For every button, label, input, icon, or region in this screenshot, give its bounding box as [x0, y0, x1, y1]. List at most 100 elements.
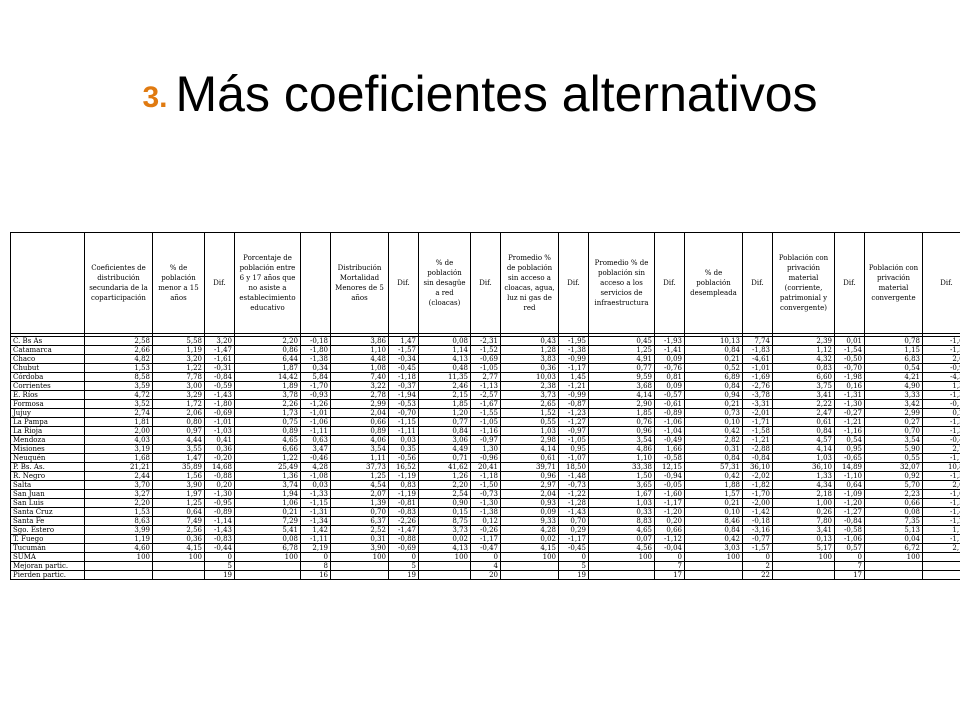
table-cell: -2,76	[742, 381, 773, 391]
table-cell: 3,86	[330, 336, 389, 346]
table-cell: -1,15	[388, 417, 419, 427]
table-cell: 0,70	[864, 426, 923, 436]
table-cell: 0	[834, 552, 865, 562]
table-cell: 1,66	[654, 444, 685, 454]
table-cell: 0,70	[558, 516, 589, 526]
table-cell: 3,00	[152, 381, 205, 391]
table-cell: 7,74	[742, 336, 773, 346]
table-cell: 0,35	[388, 444, 419, 454]
table-cell: 6,83	[864, 354, 923, 364]
table-cell: 0,54	[864, 363, 923, 373]
table-cell: -4,61	[742, 354, 773, 364]
table-cell: 1,11	[330, 453, 389, 463]
table-cell: 4,57	[772, 435, 835, 445]
table-cell: 6,66	[234, 444, 301, 454]
table-cell: -1,69	[742, 372, 773, 382]
table-cell: 0,21	[684, 498, 743, 508]
row-label: Jujuy	[10, 408, 85, 418]
table-cell: 0,42	[684, 471, 743, 481]
table-cell: 4,65	[234, 435, 301, 445]
row-label: C. Bs As	[10, 336, 85, 346]
table-cell: -0,46	[300, 453, 331, 463]
table-cell: 0,09	[654, 381, 685, 391]
column-header: Coeficientes de distribución secundaria …	[84, 232, 153, 334]
table-cell: 37,73	[330, 462, 389, 472]
table-cell: 8,83	[588, 516, 655, 526]
table-cell: 1,81	[84, 417, 153, 427]
table-cell: -1,01	[204, 417, 235, 427]
table-cell: 3,20	[152, 354, 205, 364]
table-cell: -0,31	[204, 363, 235, 373]
table-cell: 3,54	[588, 435, 655, 445]
table-cell: 1,15	[864, 345, 923, 355]
table-cell: 0,73	[684, 408, 743, 418]
table-cell: 3,54	[330, 444, 389, 454]
table-cell: 3,54	[864, 435, 923, 445]
table-cell: 1,68	[84, 453, 153, 463]
table-cell: 4,32	[772, 354, 835, 364]
table-cell: -1,43	[204, 525, 235, 535]
table-cell: 2,20	[84, 498, 153, 508]
table-cell: 1,94	[234, 489, 301, 499]
table-cell: -3,78	[742, 390, 773, 400]
table-row: La Pampa 1,81 0,80 -1,01 0,75 -1,06 0,66 -1,15 0…	[10, 417, 960, 427]
table-cell: 0,07	[588, 534, 655, 544]
table-cell: 33,38	[588, 462, 655, 472]
table-cell: 0,25	[922, 408, 960, 418]
table-cell: -1,43	[558, 507, 589, 517]
table-cell: 0,04	[864, 534, 923, 544]
table-cell: -1,38	[470, 507, 501, 517]
table-cell: 4,15	[500, 543, 559, 553]
slide-title: 3. Más coeficientes alternativos	[0, 62, 960, 130]
table-cell: 1,85	[588, 408, 655, 418]
table-cell: 22	[742, 570, 773, 580]
row-label: Chubut	[10, 363, 85, 373]
row-label: Catamarca	[10, 345, 85, 355]
table-cell: 2,99	[864, 408, 923, 418]
table-cell: -0,97	[470, 435, 501, 445]
table-cell: 0,36	[152, 534, 205, 544]
table-cell: -2,00	[742, 498, 773, 508]
column-header: Promedio % de población sin acceso a los…	[588, 232, 655, 334]
table-cell: 1,26	[418, 471, 471, 481]
table-cell: 3,33	[864, 390, 923, 400]
table-cell: 4,28	[300, 462, 331, 472]
table-cell: 0,55	[864, 453, 923, 463]
table-cell: 4,14	[588, 390, 655, 400]
table-cell: 10,13	[684, 336, 743, 346]
table-cell: -0,45	[388, 363, 419, 373]
table-cell: 0	[654, 552, 685, 562]
table-cell: 7	[654, 561, 685, 571]
table-cell: 2,74	[84, 408, 153, 418]
table-cell: -4,37	[922, 372, 960, 382]
table-cell: 3,55	[152, 444, 205, 454]
table-cell: -1,04	[654, 426, 685, 436]
table-cell	[418, 561, 471, 571]
table-cell: -1,12	[654, 534, 685, 544]
table-cell: -1,13	[922, 453, 960, 463]
table-cell: 3,70	[84, 480, 153, 490]
table-cell: 19	[558, 570, 589, 580]
table-cell	[84, 561, 153, 571]
table-cell: 2,19	[300, 543, 331, 553]
table-cell: 0,08	[234, 534, 301, 544]
table-cell: 2,38	[500, 381, 559, 391]
table-cell: -1,30	[470, 498, 501, 508]
table-cell: -1,48	[558, 471, 589, 481]
table-cell	[152, 570, 205, 580]
table-cell: -1,07	[558, 453, 589, 463]
table-cell: 3,83	[500, 354, 559, 364]
table-cell: 0,21	[234, 507, 301, 517]
table-row: San Luis 2,20 1,25 -0,95 1,06 -1,15 1,39 -0,81 0…	[10, 498, 960, 508]
table-cell: 2,56	[152, 525, 205, 535]
table-cell: 1,30	[470, 444, 501, 454]
table-cell: -1,93	[654, 336, 685, 346]
column-header: Dif.	[834, 232, 865, 334]
table-cell: -1,28	[558, 498, 589, 508]
table-cell: 1,45	[558, 372, 589, 382]
table-cell: 1,20	[418, 408, 471, 418]
table-cell: 2,54	[418, 489, 471, 499]
row-label: SUMA	[10, 552, 85, 562]
table-cell: -0,20	[204, 453, 235, 463]
table-cell: -1,16	[834, 426, 865, 436]
